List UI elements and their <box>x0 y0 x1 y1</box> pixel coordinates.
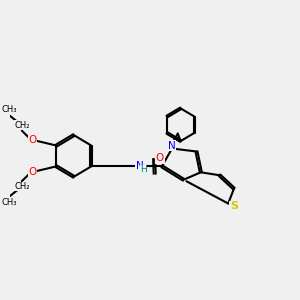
Text: CH₃: CH₃ <box>1 105 16 114</box>
Text: N: N <box>168 140 176 151</box>
Text: S: S <box>230 202 238 212</box>
Text: H: H <box>140 165 147 174</box>
Text: CH₂: CH₂ <box>14 121 29 130</box>
Text: O: O <box>156 153 164 163</box>
Text: N: N <box>136 161 143 171</box>
Text: O: O <box>28 135 37 145</box>
Text: O: O <box>28 167 37 177</box>
Text: CH₂: CH₂ <box>14 182 29 191</box>
Text: CH₃: CH₃ <box>1 197 16 206</box>
